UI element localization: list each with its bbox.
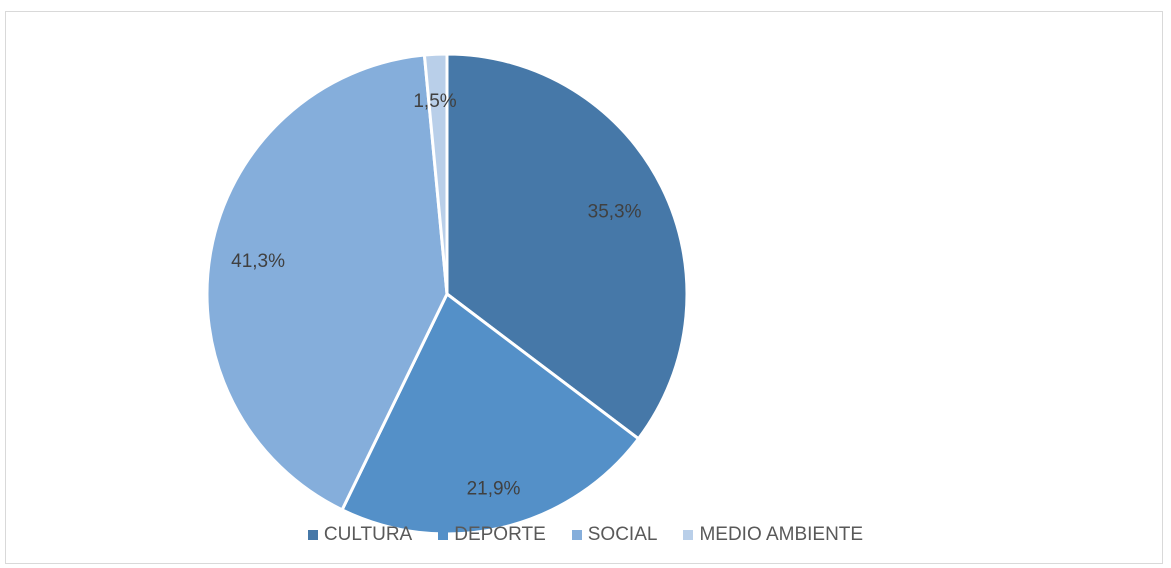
legend-swatch xyxy=(571,530,582,540)
legend-item-cultura: CULTURA xyxy=(307,524,413,546)
legend-item-deporte: DEPORTE xyxy=(438,524,546,546)
data-label: 21,9% xyxy=(467,479,521,500)
legend: CULTURA DEPORTE SOCIAL MEDIO AMBIENTE xyxy=(0,524,1171,546)
legend-label: CULTURA xyxy=(323,524,413,545)
data-label: 1,5% xyxy=(413,91,456,112)
data-label: 41,3% xyxy=(231,251,285,272)
legend-label: SOCIAL xyxy=(587,524,658,545)
legend-swatch xyxy=(307,530,318,540)
data-label: 35,3% xyxy=(588,202,642,223)
legend-label: DEPORTE xyxy=(454,524,546,545)
legend-swatch xyxy=(683,530,694,540)
slice-deporte xyxy=(340,291,641,536)
legend-label: MEDIO AMBIENTE xyxy=(699,524,864,545)
legend-swatch xyxy=(438,530,449,540)
slice-social xyxy=(205,53,449,512)
slice-cultura xyxy=(445,52,689,441)
legend-item-social: SOCIAL xyxy=(571,524,658,546)
slice-medio-ambiente xyxy=(422,52,449,295)
legend-item-medio-ambiente: MEDIO AMBIENTE xyxy=(683,524,863,546)
